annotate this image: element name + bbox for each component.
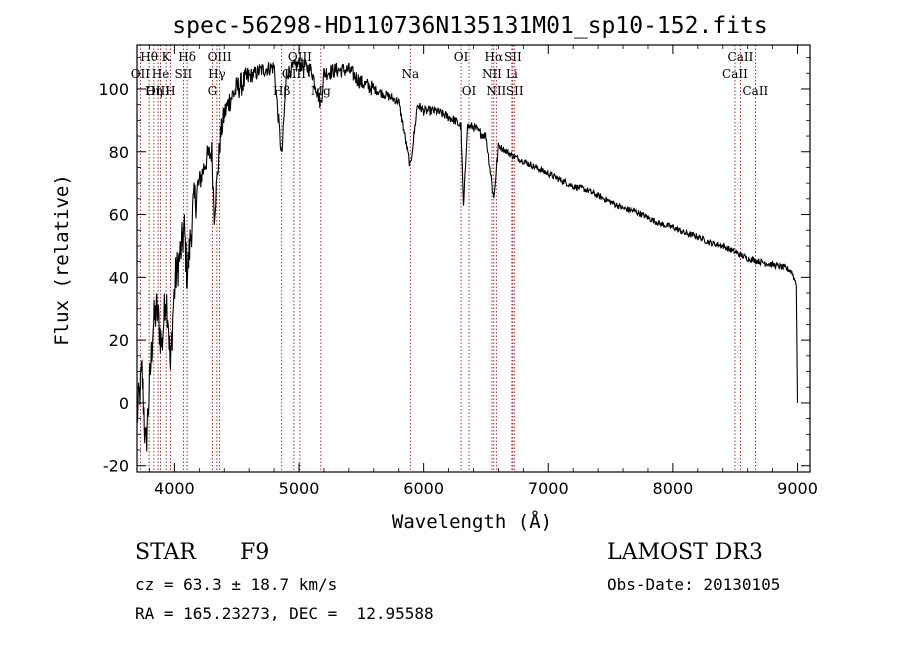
line-label-27: CaII bbox=[742, 84, 768, 98]
x-tick-label-2: 6000 bbox=[403, 479, 444, 498]
line-label-25: CaII bbox=[728, 50, 754, 64]
x-tick-label-3: 7000 bbox=[528, 479, 569, 498]
y-axis-label: Flux (relative) bbox=[51, 174, 73, 346]
x-tick-label-0: 4000 bbox=[154, 479, 195, 498]
axis-ticks: 4000 5000 6000 7000 8000 9000 -20 0 20 40 60 80 100 bbox=[98, 45, 818, 498]
line-label-21: NII bbox=[486, 84, 506, 98]
line-label-16: Na bbox=[401, 67, 419, 81]
line-label-20: NII bbox=[482, 67, 502, 81]
line-label-9: OIII bbox=[208, 50, 232, 64]
y-tick-label-4: 60 bbox=[109, 206, 129, 225]
line-label-1: OII bbox=[131, 67, 151, 81]
chart-title: spec-56298-HD110736N135131M01_sp10-152.f… bbox=[172, 13, 767, 39]
line-label-15: Mg bbox=[311, 84, 331, 98]
ra-dec-info: RA = 165.23273, DEC = 12.95588 bbox=[135, 604, 434, 623]
line-label-17: OI bbox=[454, 50, 469, 64]
y-tick-label-5: 80 bbox=[109, 143, 129, 162]
line-label-22: SII bbox=[504, 50, 522, 64]
y-tick-label-3: 40 bbox=[109, 268, 129, 287]
line-label-3: He bbox=[152, 67, 170, 81]
line-label-11: G bbox=[208, 84, 218, 98]
line-label-5: K bbox=[162, 50, 172, 64]
line-label-0: Hθ bbox=[140, 50, 158, 64]
survey-name: LAMOST DR3 bbox=[607, 540, 763, 565]
line-label-26: CaII bbox=[722, 67, 748, 81]
line-label-24: SII bbox=[506, 84, 524, 98]
object-subclass: F9 bbox=[240, 540, 270, 565]
line-label-10: Hγ bbox=[208, 67, 226, 81]
y-tick-label-2: 20 bbox=[109, 331, 129, 350]
object-class: STAR bbox=[135, 540, 196, 565]
x-tick-label-1: 5000 bbox=[279, 479, 320, 498]
line-label-7: Hδ bbox=[178, 50, 196, 64]
spectrum-series-line bbox=[136, 57, 799, 452]
x-tick-label-4: 8000 bbox=[653, 479, 694, 498]
line-label-8: SII bbox=[175, 67, 193, 81]
plot-frame bbox=[136, 44, 811, 473]
line-label-23: Li bbox=[506, 67, 518, 81]
redshift-info: cz = 63.3 ± 18.7 km/s bbox=[135, 575, 338, 594]
line-label-4: Hη bbox=[145, 84, 163, 98]
y-tick-label-1: 0 bbox=[119, 394, 129, 413]
line-label-13: OIII bbox=[282, 67, 306, 81]
y-tick-label-6: 100 bbox=[98, 80, 129, 99]
line-label-18: OI bbox=[462, 84, 477, 98]
line-label-6: H bbox=[165, 84, 175, 98]
emission-line-markers bbox=[139, 45, 756, 472]
x-tick-label-5: 9000 bbox=[777, 479, 818, 498]
y-tick-label-0: -20 bbox=[103, 457, 129, 476]
line-label-2: OIII bbox=[146, 84, 170, 98]
x-axis-label: Wavelength (Å) bbox=[392, 510, 552, 533]
obs-date: Obs-Date: 20130105 bbox=[607, 575, 781, 594]
line-label-19: Hα bbox=[485, 50, 504, 64]
